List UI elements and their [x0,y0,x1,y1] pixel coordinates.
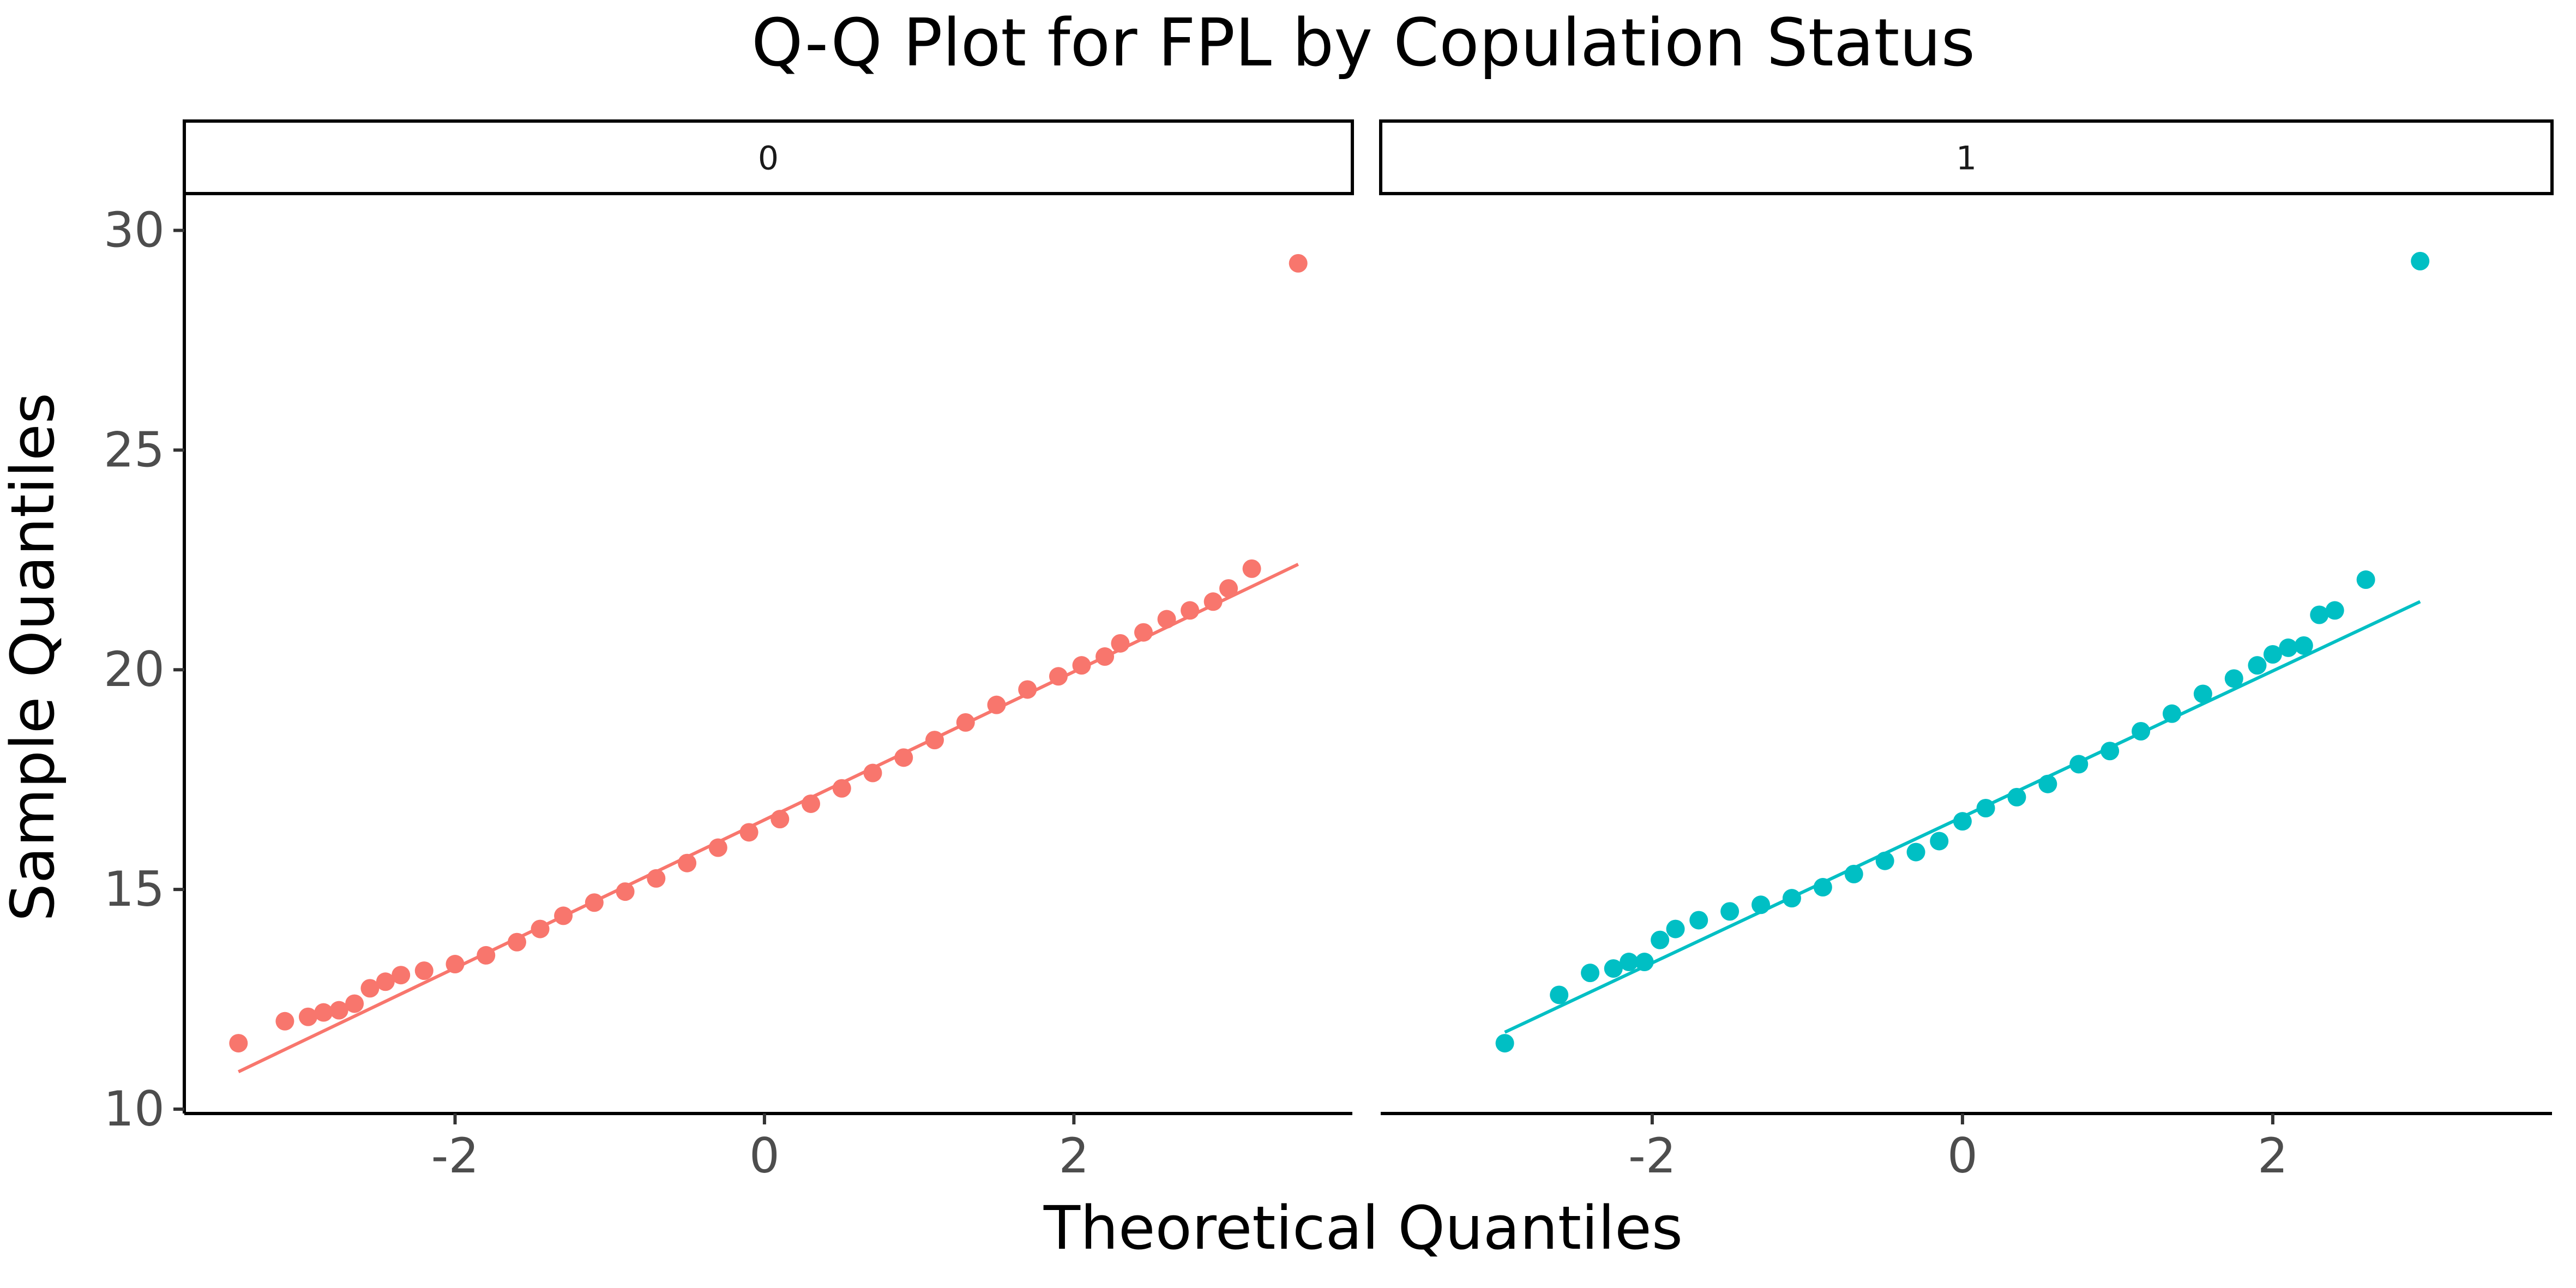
data-point [1720,902,1740,921]
data-point [554,906,573,925]
data-point [802,794,821,813]
data-point [477,946,496,965]
x-tick-label: 0 [749,1128,780,1184]
data-point [2411,251,2430,270]
data-point [1651,930,1670,949]
data-point [1953,812,1972,831]
data-point [894,748,913,767]
data-point [2279,638,2298,657]
facet-panel-0: 0 -2 0 2 10 15 20 25 30 [104,119,1354,1184]
y-tick-label: 25 [104,422,165,478]
data-point [2263,645,2282,664]
data-point [1844,864,1863,883]
facet-strip-label: 0 [758,140,779,178]
data-point [2069,755,2089,774]
data-point [1813,878,1832,897]
facet-strip [1379,119,2554,195]
data-point [771,810,790,829]
data-point [314,1003,333,1022]
data-point [1930,832,1949,851]
y-axis-label: Sample Quantiles [0,393,68,922]
data-point [863,763,882,783]
y-tick-label: 20 [104,641,165,697]
data-point [414,961,434,980]
data-point [1134,623,1153,642]
data-point [1018,680,1037,699]
data-point [2100,742,2120,761]
data-point [708,838,727,857]
data-point [2310,605,2329,624]
data-point [2038,774,2057,793]
x-tick-label: -2 [1628,1128,1676,1184]
data-point [376,972,395,991]
x-tick-label: -2 [431,1128,479,1184]
data-point [1620,953,1639,972]
data-point [832,779,851,798]
data-point [1906,842,1925,862]
data-point [1049,667,1068,686]
data-point [987,695,1006,714]
data-point [678,853,697,872]
data-point [1203,592,1223,611]
data-point [1096,647,1115,666]
data-point [1289,254,1308,273]
data-point [1635,953,1654,972]
data-point [531,919,550,938]
data-point [616,882,635,901]
data-point [647,869,666,888]
data-point [2007,787,2026,806]
data-point [392,966,411,985]
x-tick-label: 2 [2258,1128,2288,1184]
data-point [2193,684,2212,703]
data-point [1550,985,1569,1004]
data-point [925,731,944,750]
data-point [2248,656,2267,675]
data-point [1666,919,1685,938]
data-point [1111,634,1130,653]
facet-strip-label: 1 [1956,140,1977,178]
data-point [1604,959,1623,978]
data-point [329,1001,348,1020]
data-point [2325,601,2344,620]
data-point [1181,601,1200,620]
data-point [1495,1034,1514,1053]
x-axis-label: Theoretical Quantiles [1043,1193,1683,1263]
data-point [275,1012,294,1031]
data-point [2162,704,2181,723]
panels: 0 -2 0 2 10 15 20 25 30 1 -2 0 2 [104,119,2554,1184]
data-point [229,1034,248,1053]
x-tick-label: 2 [1058,1128,1089,1184]
data-point [2294,636,2313,655]
y-tick-label: 10 [104,1081,165,1137]
data-point [360,979,380,998]
data-point [1581,964,1600,983]
y-tick-label: 15 [104,861,165,917]
chart-title: Q-Q Plot for FPL by Copulation Status [751,5,1975,81]
data-point [298,1007,317,1026]
data-point [1976,799,1995,818]
data-point [585,893,604,912]
data-point [2224,669,2243,688]
data-point [1072,656,1091,675]
data-point [2132,722,2151,741]
facet-strip [183,119,1354,195]
data-point [1157,610,1176,629]
data-point [446,955,465,974]
data-point [507,932,526,952]
data-point [739,823,759,842]
data-point [1242,559,1261,578]
data-point [2356,570,2375,589]
data-point [1875,851,1894,870]
data-point [1752,895,1771,914]
data-point [956,713,975,732]
data-point [1689,911,1708,930]
data-point [1219,579,1238,598]
data-point [1782,889,1801,908]
x-tick-label: 0 [1947,1128,1978,1184]
data-point [345,994,364,1013]
facet-panel-1: 1 -2 0 2 [1379,119,2554,1184]
y-tick-label: 30 [104,202,165,258]
